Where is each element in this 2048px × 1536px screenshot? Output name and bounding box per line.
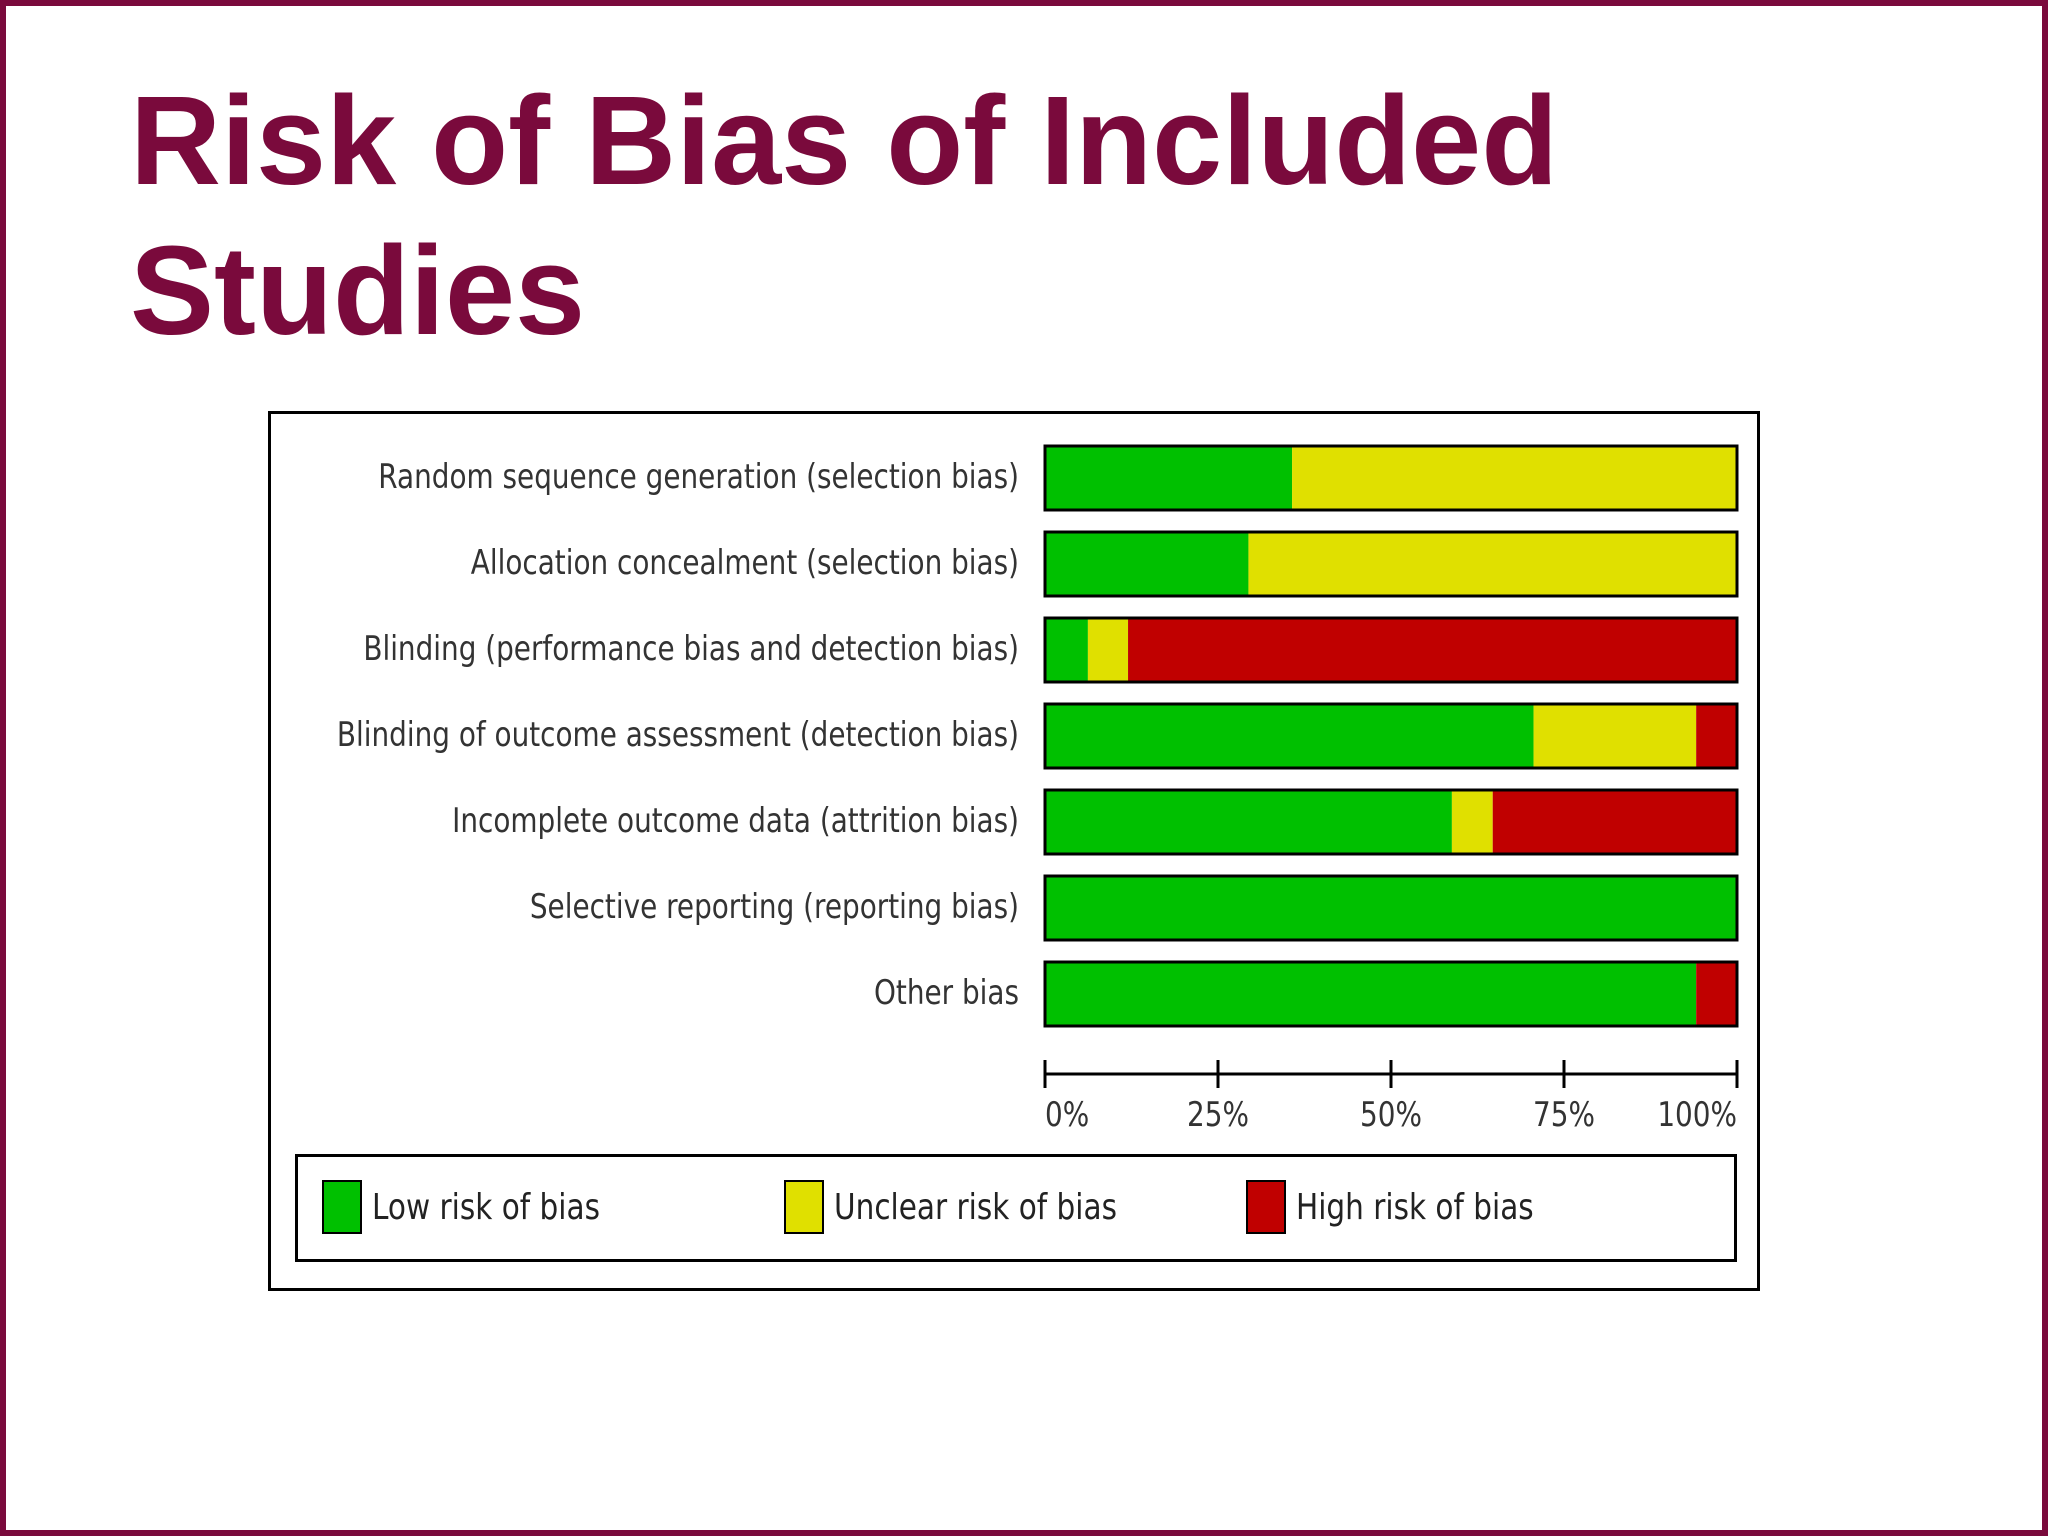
bar-segment xyxy=(1128,618,1737,682)
category-label: Allocation concealment (selection bias) xyxy=(471,543,1019,582)
bar-outline xyxy=(1043,788,1739,856)
bar-segment xyxy=(1045,618,1088,682)
bar-outline xyxy=(1043,530,1739,598)
legend-item-low: Low risk of bias xyxy=(322,1177,650,1237)
category-label: Incomplete outcome data (attrition bias) xyxy=(452,801,1019,840)
risk-of-bias-chart: Random sequence generation (selection bi… xyxy=(268,411,1760,1291)
bar-segment xyxy=(1045,790,1452,854)
bar-segment xyxy=(1045,876,1737,940)
legend-label-high: High risk of bias xyxy=(1296,1186,1534,1228)
bar-outline xyxy=(1043,444,1739,512)
x-tick-label: 25% xyxy=(1187,1095,1249,1134)
legend-swatch-low xyxy=(322,1180,362,1234)
category-label: Random sequence generation (selection bi… xyxy=(378,457,1019,496)
bar-segment xyxy=(1248,532,1737,596)
bar-segment xyxy=(1045,704,1534,768)
bar-segment xyxy=(1087,618,1129,682)
x-tick-label: 100% xyxy=(1657,1095,1737,1134)
bar-outline xyxy=(1043,616,1739,684)
category-label: Other bias xyxy=(874,973,1019,1012)
bar-segment xyxy=(1492,790,1737,854)
bar-segment xyxy=(1292,446,1737,510)
page-title: Risk of Bias of Included Studies xyxy=(130,70,1559,361)
bar-segment xyxy=(1533,704,1697,768)
legend-item-unclear: Unclear risk of bias xyxy=(784,1177,1179,1237)
bar-segment xyxy=(1696,962,1737,1026)
bar-outline xyxy=(1043,702,1739,770)
bar-segment xyxy=(1451,790,1493,854)
legend-label-unclear: Unclear risk of bias xyxy=(834,1186,1117,1228)
category-label: Selective reporting (reporting bias) xyxy=(530,887,1019,926)
bar-outline xyxy=(1043,874,1739,942)
bar-outline xyxy=(1043,960,1739,1028)
legend-swatch-high xyxy=(1246,1180,1286,1234)
x-tick-label: 0% xyxy=(1045,1095,1089,1134)
bar-segment xyxy=(1696,704,1737,768)
bar-segment xyxy=(1045,446,1293,510)
chart-legend: Low risk of bias Unclear risk of bias Hi… xyxy=(295,1154,1737,1262)
x-tick-label: 50% xyxy=(1360,1095,1422,1134)
legend-item-high: High risk of bias xyxy=(1246,1177,1586,1237)
bar-segment xyxy=(1045,962,1697,1026)
category-label: Blinding of outcome assessment (detectio… xyxy=(337,715,1019,754)
legend-label-low: Low risk of bias xyxy=(372,1186,600,1228)
legend-swatch-unclear xyxy=(784,1180,824,1234)
x-tick-label: 75% xyxy=(1533,1095,1595,1134)
category-label: Blinding (performance bias and detection… xyxy=(363,629,1019,668)
chart-canvas: Random sequence generation (selection bi… xyxy=(337,444,1739,1135)
bar-segment xyxy=(1045,532,1249,596)
